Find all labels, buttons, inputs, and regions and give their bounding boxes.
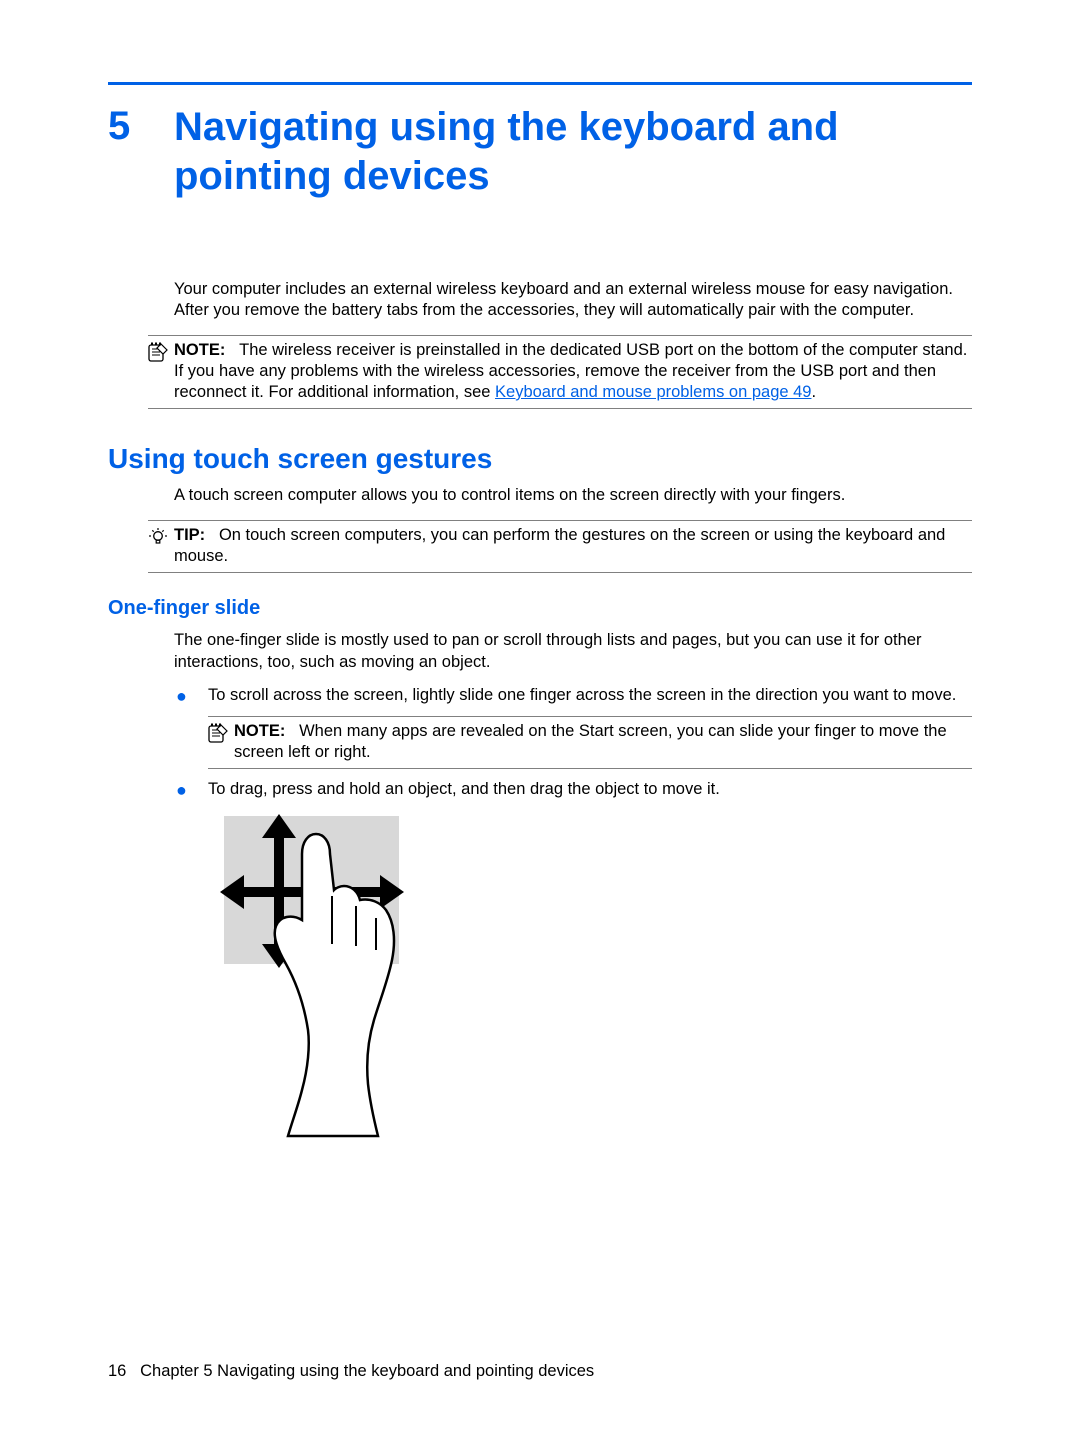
page-footer: 16 Chapter 5 Navigating using the keyboa…	[108, 1362, 594, 1381]
page: 5 Navigating using the keyboard and poin…	[0, 0, 1080, 1437]
nested-note-callout: NOTE: When many apps are revealed on the…	[208, 716, 972, 769]
nested-note-text: NOTE: When many apps are revealed on the…	[234, 721, 972, 763]
bullet-dot: ●	[174, 779, 208, 800]
section-intro: A touch screen computer allows you to co…	[174, 485, 972, 506]
bullet-list: ● To scroll across the screen, lightly s…	[174, 685, 972, 706]
tip-body: On touch screen computers, you can perfo…	[174, 526, 945, 565]
subsection-intro: The one-finger slide is mostly used to p…	[174, 630, 972, 672]
bullet-list-2: ● To drag, press and hold an object, and…	[174, 779, 972, 800]
note-link[interactable]: Keyboard and mouse problems on page 49	[495, 383, 811, 401]
page-number: 16	[108, 1362, 126, 1380]
chapter-number: 5	[108, 103, 174, 149]
top-rule	[108, 82, 972, 85]
bullet-item: ● To drag, press and hold an object, and…	[174, 779, 972, 800]
chapter-heading: 5 Navigating using the keyboard and poin…	[108, 103, 972, 201]
tip-lead: TIP:	[174, 526, 205, 544]
subsection-title: One-finger slide	[108, 597, 972, 620]
bullet-dot: ●	[174, 685, 208, 706]
bullet-item: ● To scroll across the screen, lightly s…	[174, 685, 972, 706]
bullet-text: To scroll across the screen, lightly sli…	[208, 685, 972, 706]
gesture-figure	[208, 810, 972, 1145]
note-text: NOTE: The wireless receiver is preinstal…	[174, 340, 972, 403]
note-icon	[148, 340, 174, 403]
tip-icon	[148, 525, 174, 567]
bullet-text: To drag, press and hold an object, and t…	[208, 779, 972, 800]
nested-note-lead: NOTE:	[234, 722, 285, 740]
note-body-after: .	[811, 383, 816, 401]
section-title: Using touch screen gestures	[108, 443, 972, 475]
intro-paragraph: Your computer includes an external wirel…	[174, 279, 972, 321]
note-icon	[208, 721, 234, 763]
nested-note-body: When many apps are revealed on the Start…	[234, 722, 947, 761]
tip-callout: TIP: On touch screen computers, you can …	[148, 520, 972, 573]
tip-text: TIP: On touch screen computers, you can …	[174, 525, 972, 567]
note-lead: NOTE:	[174, 341, 225, 359]
note-callout: NOTE: The wireless receiver is preinstal…	[148, 335, 972, 409]
footer-label: Chapter 5 Navigating using the keyboard …	[140, 1362, 594, 1380]
chapter-title: Navigating using the keyboard and pointi…	[174, 103, 972, 201]
